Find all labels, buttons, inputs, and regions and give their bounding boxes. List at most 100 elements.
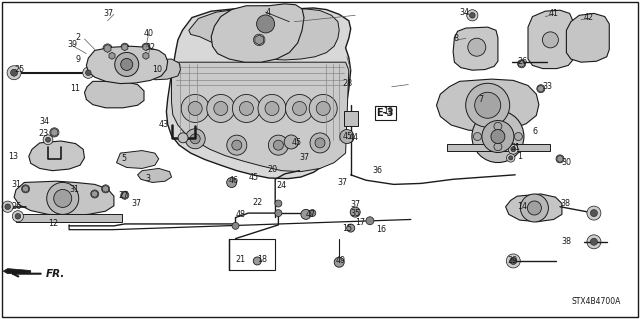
Polygon shape <box>3 269 31 274</box>
Circle shape <box>108 52 116 60</box>
Circle shape <box>265 101 279 115</box>
Text: 5: 5 <box>122 154 127 163</box>
Polygon shape <box>172 62 349 172</box>
Polygon shape <box>86 46 168 84</box>
Circle shape <box>347 224 355 232</box>
Text: 19: 19 <box>383 107 393 115</box>
Circle shape <box>43 135 53 145</box>
Circle shape <box>50 128 59 137</box>
Circle shape <box>54 189 72 207</box>
Circle shape <box>340 130 354 144</box>
Circle shape <box>309 94 337 122</box>
Text: 15: 15 <box>342 224 353 233</box>
Text: FR.: FR. <box>46 269 65 279</box>
Circle shape <box>284 135 298 149</box>
Circle shape <box>121 58 132 70</box>
Polygon shape <box>22 185 29 192</box>
Polygon shape <box>102 185 109 192</box>
Text: 14: 14 <box>517 202 527 211</box>
Polygon shape <box>211 4 304 62</box>
Circle shape <box>508 145 518 154</box>
Text: 6: 6 <box>532 127 538 136</box>
Circle shape <box>472 110 524 163</box>
Text: 37: 37 <box>351 200 361 209</box>
Circle shape <box>543 32 559 48</box>
Circle shape <box>83 67 94 78</box>
Circle shape <box>2 201 13 212</box>
Text: 44: 44 <box>349 133 359 142</box>
Text: 21: 21 <box>236 255 246 263</box>
Circle shape <box>344 133 354 143</box>
Circle shape <box>214 101 228 115</box>
Circle shape <box>47 182 79 214</box>
Circle shape <box>366 217 374 225</box>
Text: 45: 45 <box>291 138 301 147</box>
Text: 49: 49 <box>336 256 346 265</box>
Text: 22: 22 <box>253 198 263 207</box>
Text: 34: 34 <box>40 117 50 126</box>
Polygon shape <box>557 155 563 162</box>
Text: 35: 35 <box>351 209 361 218</box>
Text: E-3: E-3 <box>376 108 394 118</box>
Circle shape <box>467 10 478 21</box>
Text: 48: 48 <box>236 210 246 219</box>
Circle shape <box>315 138 325 148</box>
Text: 38: 38 <box>562 237 572 246</box>
Circle shape <box>12 211 24 222</box>
Circle shape <box>334 257 344 267</box>
Circle shape <box>181 94 209 122</box>
Circle shape <box>232 140 242 150</box>
Circle shape <box>474 132 481 141</box>
Circle shape <box>587 235 601 249</box>
Polygon shape <box>84 81 144 108</box>
Circle shape <box>142 43 150 51</box>
Circle shape <box>121 191 129 199</box>
Text: 25: 25 <box>14 65 24 74</box>
Text: 31: 31 <box>69 185 79 194</box>
Bar <box>447 144 550 151</box>
Text: 18: 18 <box>257 255 268 263</box>
Polygon shape <box>92 190 98 197</box>
Text: 13: 13 <box>8 152 18 161</box>
Circle shape <box>350 207 360 217</box>
Circle shape <box>310 133 330 153</box>
Circle shape <box>316 101 330 115</box>
Circle shape <box>468 38 486 56</box>
Circle shape <box>301 209 311 219</box>
Text: 37: 37 <box>300 153 310 162</box>
Bar <box>16 214 122 222</box>
Circle shape <box>527 201 541 215</box>
Polygon shape <box>166 7 351 179</box>
Circle shape <box>475 92 500 118</box>
Polygon shape <box>122 192 128 199</box>
Polygon shape <box>453 27 498 70</box>
Circle shape <box>102 185 109 193</box>
Polygon shape <box>51 128 58 137</box>
Text: 34: 34 <box>460 8 470 17</box>
Circle shape <box>253 257 261 265</box>
Circle shape <box>591 238 597 245</box>
Circle shape <box>207 94 235 122</box>
Circle shape <box>257 15 275 33</box>
Polygon shape <box>566 13 609 62</box>
Circle shape <box>248 6 284 42</box>
Polygon shape <box>436 79 539 131</box>
Circle shape <box>515 132 522 141</box>
Polygon shape <box>148 59 180 80</box>
Text: 43: 43 <box>159 120 169 129</box>
Circle shape <box>537 85 545 93</box>
Polygon shape <box>122 44 128 51</box>
Text: 17: 17 <box>355 218 365 227</box>
Polygon shape <box>116 151 159 168</box>
Circle shape <box>491 130 505 144</box>
Text: 31: 31 <box>12 180 22 189</box>
Polygon shape <box>143 52 149 59</box>
Circle shape <box>227 135 247 155</box>
Circle shape <box>494 122 502 130</box>
Circle shape <box>232 222 239 229</box>
Text: 28: 28 <box>342 79 353 88</box>
Circle shape <box>292 101 307 115</box>
Text: 32: 32 <box>146 43 156 52</box>
Circle shape <box>258 94 286 122</box>
Circle shape <box>45 137 51 142</box>
